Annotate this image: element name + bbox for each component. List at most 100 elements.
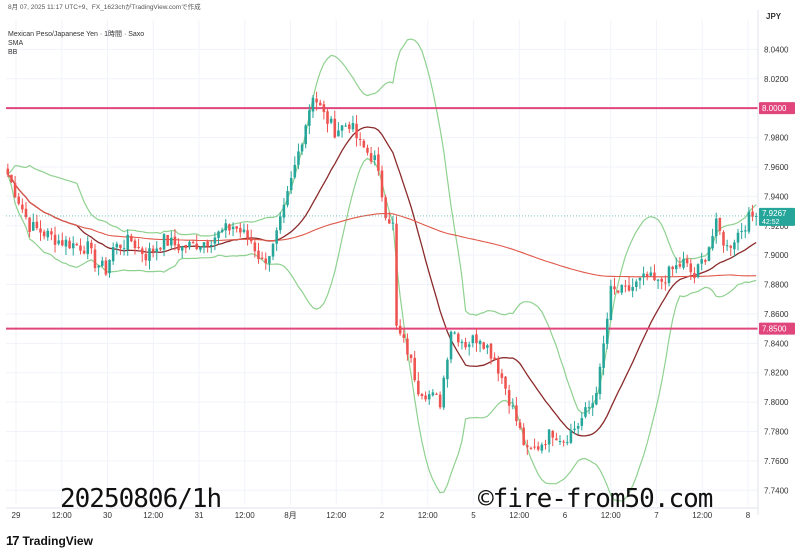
candle-body: [159, 247, 162, 250]
candle-body: [555, 438, 558, 441]
candle-body: [689, 263, 693, 273]
level-tag: [759, 102, 795, 115]
candle-body: [627, 285, 631, 291]
candle-body: [584, 407, 587, 417]
candle-body: [133, 240, 137, 249]
candle-body: [562, 441, 565, 443]
candle-body: [573, 428, 576, 431]
candle-body: [333, 118, 337, 138]
candle-body: [674, 265, 678, 270]
candle-body: [471, 335, 475, 344]
candle-body: [678, 264, 682, 267]
indicator-sma[interactable]: SMA: [8, 40, 24, 47]
candle-body: [61, 240, 64, 246]
candle-body: [151, 248, 155, 252]
candle-body: [486, 345, 489, 348]
candle-body: [377, 154, 380, 171]
candle-body: [587, 407, 591, 409]
candle-body: [380, 170, 384, 198]
candle-body: [413, 357, 416, 381]
candle-body: [682, 258, 685, 268]
candle-body: [115, 243, 119, 248]
candle-body: [260, 257, 264, 259]
candle-body: [170, 237, 173, 246]
candle-body: [496, 358, 500, 374]
price-tick-label: 7.9200: [764, 222, 789, 231]
candle-body: [453, 332, 456, 334]
candle-body: [722, 232, 725, 246]
candle-body: [598, 366, 602, 395]
candle-body: [475, 334, 478, 344]
candle-body: [166, 234, 169, 246]
candle-body: [282, 204, 286, 218]
candle-body: [130, 235, 133, 242]
candle-body: [449, 331, 453, 360]
candle-body: [729, 245, 733, 248]
candle-body: [696, 264, 700, 278]
candle-body: [707, 247, 711, 262]
candle-body: [417, 380, 420, 395]
candle-body: [431, 392, 435, 396]
candle-body: [671, 266, 674, 270]
price-tick-label: 7.9800: [764, 134, 789, 143]
candle-body: [326, 111, 329, 124]
candle-body: [653, 272, 656, 281]
candle-body: [460, 341, 464, 343]
price-tick-label: 7.7800: [764, 428, 789, 437]
candle-body: [638, 277, 642, 281]
candle-body: [71, 243, 75, 249]
candle-body: [351, 123, 355, 130]
candle-body: [231, 226, 235, 230]
candle-body: [406, 338, 409, 355]
candle-body: [409, 354, 413, 359]
candle-body: [693, 273, 696, 279]
bb-upper: [7, 38, 757, 414]
candle-body: [602, 343, 605, 368]
price-tick-label: 8.0400: [764, 45, 789, 54]
candle-body: [268, 256, 271, 264]
copyright-overlay: ©fire-from50.com: [478, 484, 713, 514]
candle-body: [53, 234, 57, 245]
candle-body: [446, 359, 449, 380]
candle-body: [391, 222, 395, 224]
tradingview-brand[interactable]: 17 TradingView: [6, 533, 93, 548]
candle-body: [279, 216, 282, 231]
candle-body: [667, 266, 671, 284]
candle-body: [384, 197, 387, 219]
candle-body: [609, 285, 613, 320]
candle-body: [467, 344, 471, 347]
candle-body: [318, 102, 322, 106]
candle-body: [213, 237, 217, 244]
candle-body: [751, 211, 754, 217]
candle-body: [93, 249, 97, 269]
candle-body: [104, 260, 108, 275]
candle-body: [64, 239, 68, 247]
candle-body: [206, 241, 209, 247]
candle-body: [536, 446, 540, 450]
candle-body: [635, 281, 638, 287]
candle-body: [10, 174, 13, 182]
time-tick-label: 8月: [284, 511, 296, 520]
candle-body: [533, 446, 536, 448]
time-tick-label: 12:00: [509, 511, 530, 520]
candle-body: [329, 118, 333, 123]
sma-20: [7, 126, 757, 437]
time-axis[interactable]: 29 12:00 30 12:00 31 12:00 8月 12:00 2 12:00 5 12:00…: [6, 507, 758, 520]
indicator-bb[interactable]: BB: [8, 49, 18, 56]
candle-body: [75, 243, 79, 246]
time-tick-label: 8: [746, 511, 751, 520]
candle-body: [402, 334, 406, 338]
candle-body: [613, 286, 616, 290]
time-tick-label: 7: [654, 511, 659, 520]
candle-body: [344, 125, 347, 127]
price-tick-label: 7.8000: [764, 398, 789, 407]
candle-body: [489, 343, 493, 359]
candle-body: [57, 240, 60, 244]
candle-body: [704, 260, 707, 262]
candle-body: [620, 285, 624, 293]
price-axis[interactable]: JPY 8.0400 8.0200 7.9800 7.9600 7.9400 7.9200 7…: [6, 10, 795, 515]
candle-body: [656, 279, 660, 281]
candle-body: [195, 243, 198, 249]
candle-body: [624, 285, 627, 287]
candle-body: [17, 196, 20, 204]
